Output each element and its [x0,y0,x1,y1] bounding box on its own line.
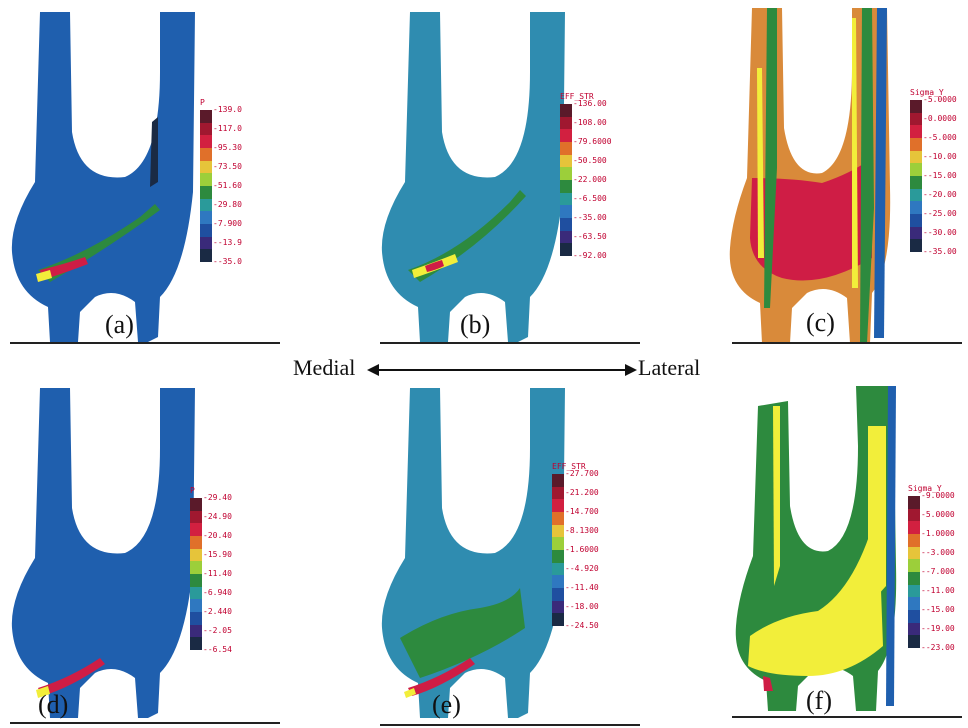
color-scale-tick: -7.000 [921,567,955,576]
color-scale-tick: 7.900 [213,219,242,228]
fe-model-c [729,8,891,343]
panel-a: (a) P 139.0 117.0 95.30 73.50 51.60 29.80 7.90… [10,12,280,342]
color-scale-tick: -15.00 [921,605,955,614]
color-scale-tick: 27.700 [565,469,599,478]
color-scale-tick: 11.40 [203,569,232,578]
color-scale-tick: -4.920 [565,564,599,573]
color-scale-tick: 2.440 [203,607,232,616]
baseline [10,342,280,344]
color-scale-tick: 51.60 [213,181,242,190]
panel-c: (c) Sigma_Y 5.0000 0.0000 -5.000 -10.00 -15.… [722,8,968,344]
color-scale-tick: 139.0 [213,105,242,114]
color-scale-tick: -30.00 [923,228,957,237]
color-scale-bar [910,100,922,252]
fe-model-a [11,12,195,342]
color-scale-bar [908,496,920,648]
color-scale-tick: 20.40 [203,531,232,540]
color-scale-tick: 50.500 [573,156,607,165]
color-scale-tick: 8.1300 [565,526,599,535]
color-scale-tick: -6.500 [573,194,607,203]
color-scale-bar [552,474,564,626]
color-scale-bar [200,110,212,262]
color-scale-tick: -35.00 [923,247,957,256]
panel-d: (d) P 29.40 24.90 20.40 15.90 11.40 6.940 2.44… [10,388,280,728]
panel-label: (d) [38,690,69,719]
color-scale-tick: -11.00 [921,586,955,595]
color-scale-tick: -63.50 [573,232,607,241]
color-scale-tick: -5.000 [923,133,957,142]
panel-label: (c) [806,308,835,337]
panel-b: (b) EFF_STR 136.00 108.00 79.6000 50.500 22.… [380,12,650,342]
color-scale-tick: 14.700 [565,507,599,516]
fe-model-b [381,12,565,342]
color-scale-tick: 5.0000 [923,95,957,104]
color-scale-tick: -35.0 [213,257,242,266]
color-scale-tick: 1.0000 [921,529,955,538]
color-scale-tick: -19.00 [921,624,955,633]
color-scale-tick: 5.0000 [921,510,955,519]
color-scale-tick: -15.00 [923,171,957,180]
baseline [10,722,280,724]
color-scale-title: Sigma_Y [910,88,944,97]
color-scale-title: P [200,98,205,107]
color-scale-title: Sigma_Y [908,484,942,493]
panel-e: (e) EFF_STR 27.700 21.200 14.700 8.1300 1.60… [380,388,650,728]
color-scale-tick: 136.00 [573,99,607,108]
color-scale-title: P [190,486,195,495]
color-scale-tick: -10.00 [923,152,957,161]
panel-label: (e) [432,690,461,719]
lateral-label: Lateral [638,355,701,380]
color-scale-tick: 15.90 [203,550,232,559]
color-scale-title: EFF_STR [560,92,594,101]
color-scale-tick: -23.00 [921,643,955,652]
baseline [380,724,640,726]
color-scale-tick: 108.00 [573,118,607,127]
color-scale-tick: 21.200 [565,488,599,497]
fe-model-f [735,386,897,711]
baseline [380,342,640,344]
color-scale-tick: 95.30 [213,143,242,152]
color-scale-tick: 73.50 [213,162,242,171]
color-scale-bar [190,498,202,650]
color-scale-tick: -13.9 [213,238,242,247]
panel-label: (b) [460,310,491,339]
color-scale-tick: 9.0000 [921,491,955,500]
baseline [732,342,962,344]
color-scale-tick: 0.0000 [923,114,957,123]
color-scale-tick: 6.940 [203,588,232,597]
color-scale-tick: -3.000 [921,548,955,557]
color-scale-tick: 79.6000 [573,137,612,146]
fe-model-e [381,388,565,718]
color-scale-tick: -92.00 [573,251,607,260]
panel-label: (f) [806,686,832,715]
color-scale-tick: -24.50 [565,621,599,630]
color-scale-tick: -35.00 [573,213,607,222]
direction-arrow [367,364,637,376]
color-scale-tick: -20.00 [923,190,957,199]
color-scale-tick: -2.05 [203,626,232,635]
color-scale-tick: -18.00 [565,602,599,611]
color-scale-tick: 29.80 [213,200,242,209]
color-scale-tick: -25.00 [923,209,957,218]
color-scale-tick: -6.54 [203,645,232,654]
color-scale-tick: 24.90 [203,512,232,521]
panel-f: (f) Sigma_Y 9.0000 5.0000 1.0000 -3.000 -7.0… [728,386,968,726]
color-scale-tick: 117.0 [213,124,242,133]
color-scale-bar [560,104,572,256]
medial-label: Medial [293,355,356,380]
panel-label: (a) [105,310,134,339]
color-scale-tick: 1.6000 [565,545,599,554]
color-scale-tick: -11.40 [565,583,599,592]
color-scale-tick: 29.40 [203,493,232,502]
color-scale-tick: 22.000 [573,175,607,184]
fe-model-d [11,388,195,718]
baseline [732,716,962,718]
color-scale-title: EFF_STR [552,462,586,471]
